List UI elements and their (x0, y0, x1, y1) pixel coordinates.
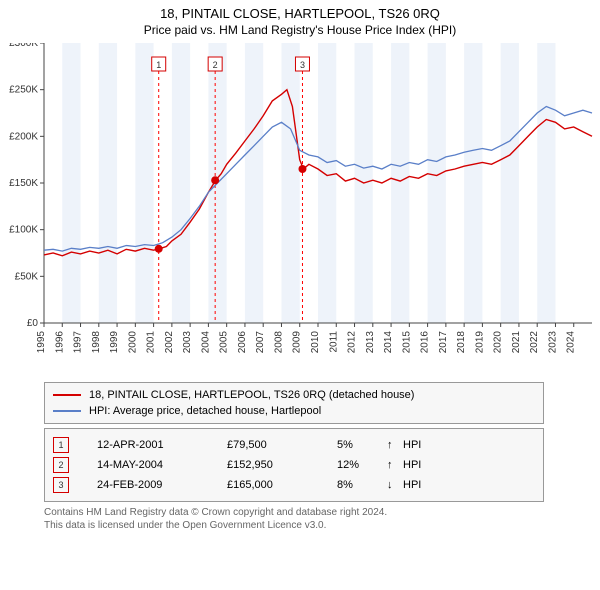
svg-text:2019: 2019 (474, 331, 485, 354)
arrow-up-icon: ↑ (387, 435, 403, 455)
event-row: 3 24-FEB-2009£165,0008%↓HPI (53, 475, 535, 495)
event-price: £152,950 (227, 455, 337, 475)
arrow-up-icon: ↑ (387, 455, 403, 475)
svg-text:2001: 2001 (146, 331, 157, 354)
event-number-box: 3 (53, 477, 69, 493)
event-price: £165,000 (227, 475, 337, 495)
svg-text:1996: 1996 (54, 331, 65, 354)
svg-text:2021: 2021 (511, 331, 522, 354)
svg-text:£100K: £100K (9, 225, 38, 236)
event-date: 14-MAY-2004 (97, 455, 227, 475)
svg-text:£50K: £50K (15, 271, 39, 282)
svg-text:2023: 2023 (547, 331, 558, 354)
legend-item: HPI: Average price, detached house, Hart… (53, 403, 535, 419)
svg-text:2020: 2020 (493, 331, 504, 354)
legend-swatch (53, 394, 81, 396)
event-percent: 8% (337, 475, 387, 495)
license-line: This data is licensed under the Open Gov… (44, 519, 600, 532)
svg-text:2024: 2024 (566, 331, 577, 354)
event-date: 24-FEB-2009 (97, 475, 227, 495)
chart-subtitle: Price paid vs. HM Land Registry's House … (0, 23, 600, 37)
svg-text:2022: 2022 (529, 331, 540, 354)
event-hpi-label: HPI (403, 455, 421, 475)
svg-text:2003: 2003 (182, 331, 193, 354)
arrow-down-icon: ↓ (387, 475, 403, 495)
event-date: 12-APR-2001 (97, 435, 227, 455)
chart-title: 18, PINTAIL CLOSE, HARTLEPOOL, TS26 0RQ (0, 6, 600, 21)
svg-text:1999: 1999 (109, 331, 120, 354)
svg-text:2006: 2006 (237, 331, 248, 354)
svg-text:1997: 1997 (73, 331, 84, 354)
event-hpi-label: HPI (403, 475, 421, 495)
legend-swatch (53, 410, 81, 412)
svg-text:2014: 2014 (383, 331, 394, 354)
svg-text:2005: 2005 (219, 331, 230, 354)
svg-text:2002: 2002 (164, 331, 175, 354)
page: 18, PINTAIL CLOSE, HARTLEPOOL, TS26 0RQ … (0, 6, 600, 532)
svg-text:2018: 2018 (456, 331, 467, 354)
svg-text:£0: £0 (27, 318, 39, 329)
legend: 18, PINTAIL CLOSE, HARTLEPOOL, TS26 0RQ … (44, 382, 544, 424)
svg-text:2008: 2008 (273, 331, 284, 354)
svg-text:2007: 2007 (255, 331, 266, 354)
license-text: Contains HM Land Registry data © Crown c… (44, 506, 600, 532)
svg-text:£300K: £300K (9, 43, 38, 49)
svg-text:1: 1 (156, 60, 161, 70)
svg-text:2017: 2017 (438, 331, 449, 354)
event-number-box: 1 (53, 437, 69, 453)
event-percent: 12% (337, 455, 387, 475)
svg-text:£150K: £150K (9, 178, 38, 189)
event-row: 2 14-MAY-2004£152,95012%↑HPI (53, 455, 535, 475)
legend-label: 18, PINTAIL CLOSE, HARTLEPOOL, TS26 0RQ … (89, 387, 414, 403)
chart-area: £0 £50K £100K £150K £200K £250K £300K 1995 1996 1… (0, 43, 600, 376)
svg-text:2004: 2004 (200, 331, 211, 354)
svg-text:2009: 2009 (292, 331, 303, 354)
svg-text:2000: 2000 (127, 331, 138, 354)
event-row: 1 12-APR-2001£79,5005%↑HPI (53, 435, 535, 455)
svg-text:2011: 2011 (328, 331, 339, 353)
legend-item: 18, PINTAIL CLOSE, HARTLEPOOL, TS26 0RQ … (53, 387, 535, 403)
event-price: £79,500 (227, 435, 337, 455)
svg-text:2010: 2010 (310, 331, 321, 354)
event-percent: 5% (337, 435, 387, 455)
legend-label: HPI: Average price, detached house, Hart… (89, 403, 321, 419)
svg-text:£200K: £200K (9, 131, 38, 142)
svg-text:3: 3 (300, 60, 305, 70)
price-chart: £0 £50K £100K £150K £200K £250K £300K 1995 1996 1… (0, 43, 600, 373)
event-hpi-label: HPI (403, 435, 421, 455)
svg-text:2013: 2013 (365, 331, 376, 354)
svg-text:2016: 2016 (420, 331, 431, 354)
svg-text:2012: 2012 (347, 331, 358, 354)
svg-text:1998: 1998 (91, 331, 102, 354)
svg-text:2015: 2015 (401, 331, 412, 354)
event-number-box: 2 (53, 457, 69, 473)
license-line: Contains HM Land Registry data © Crown c… (44, 506, 600, 519)
svg-text:2: 2 (213, 60, 218, 70)
svg-text:1995: 1995 (36, 331, 47, 354)
event-table: 112-APR-2001£79,5005%↑HPI214-MAY-2004£15… (44, 428, 544, 502)
svg-text:£250K: £250K (9, 85, 38, 96)
